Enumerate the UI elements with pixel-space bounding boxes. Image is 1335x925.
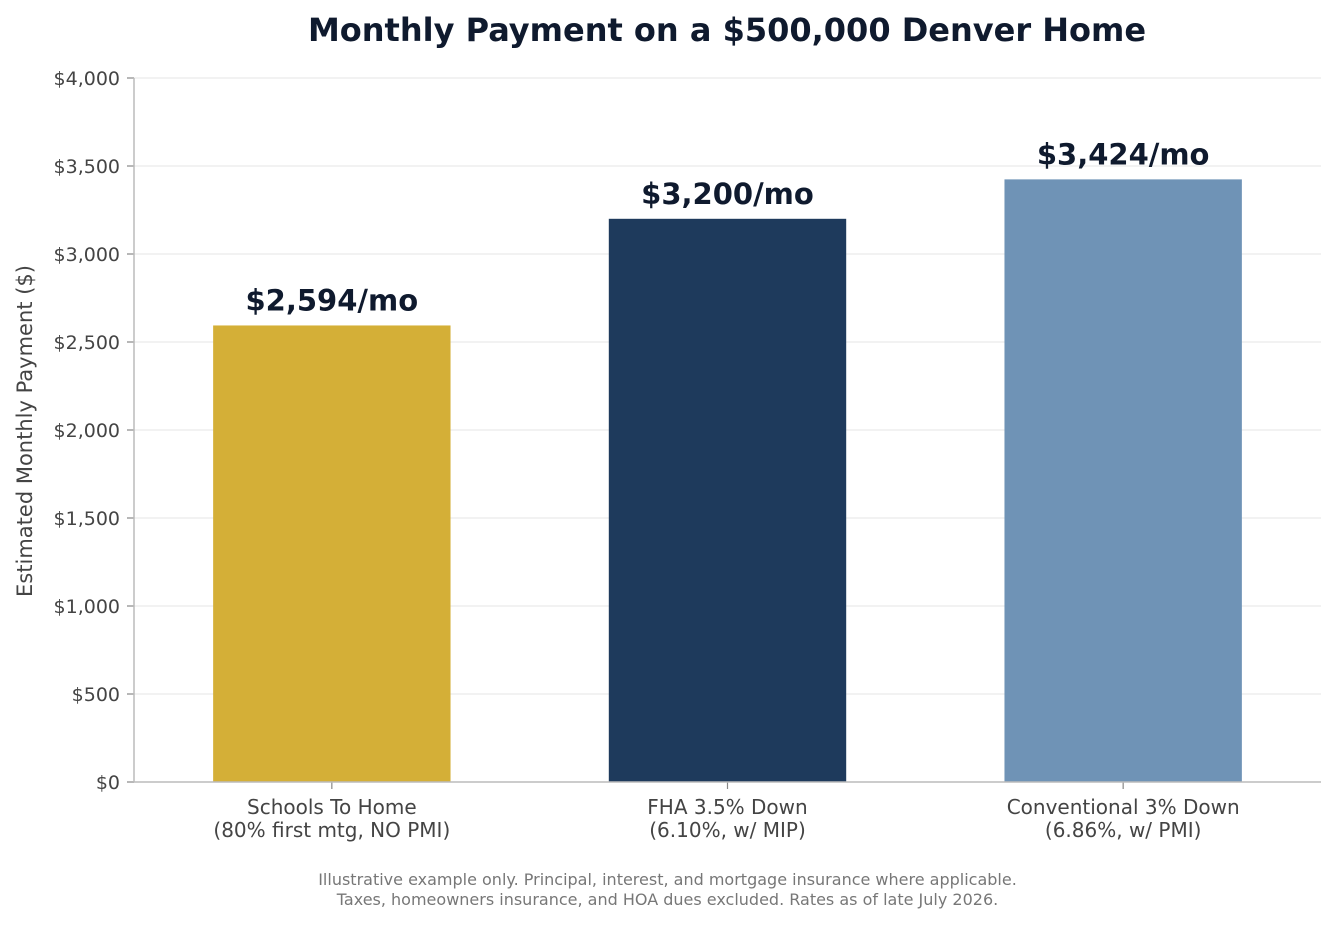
bar [1004, 179, 1242, 783]
y-tick-label: $0 [96, 772, 120, 794]
y-tick-label: $4,000 [54, 68, 120, 90]
y-tick-label: $3,000 [54, 244, 120, 266]
footnote-line-1: Illustrative example only. Principal, in… [318, 870, 1017, 889]
bar [213, 325, 451, 782]
y-axis-label: Estimated Monthly Payment ($) [13, 265, 37, 597]
footnote: Illustrative example only. Principal, in… [0, 870, 1335, 909]
bars: $2,594/mo $3,200/mo $3,424/mo [213, 137, 1242, 783]
bar [608, 218, 847, 783]
chart-title: Monthly Payment on a $500,000 Denver Hom… [308, 11, 1146, 49]
x-tick-label: (80% first mtg, NO PMI) [213, 818, 450, 842]
axes: $0 $500 $1,000 $1,500 $2,000 $2,500 $3,000 $3,5… [54, 68, 1321, 842]
y-tick-label: $1,500 [54, 508, 120, 530]
x-tick-label: (6.10%, w/ MIP) [649, 818, 806, 842]
y-tick-label: $3,500 [54, 156, 120, 178]
bar-value-label: $2,594/mo [246, 283, 419, 317]
y-tick-label: $500 [72, 684, 120, 706]
y-tick-label: $2,000 [54, 420, 120, 442]
x-tick-label: Schools To Home [247, 795, 417, 819]
bar-value-label: $3,424/mo [1037, 137, 1210, 171]
bar-value-label: $3,200/mo [641, 177, 814, 211]
x-tick-label: Conventional 3% Down [1007, 795, 1240, 819]
x-tick-label: (6.86%, w/ PMI) [1045, 818, 1202, 842]
x-tick-label: FHA 3.5% Down [647, 795, 807, 819]
y-tick-label: $1,000 [54, 596, 120, 618]
footnote-line-2: Taxes, homeowners insurance, and HOA due… [336, 890, 999, 909]
y-tick-label: $2,500 [54, 332, 120, 354]
